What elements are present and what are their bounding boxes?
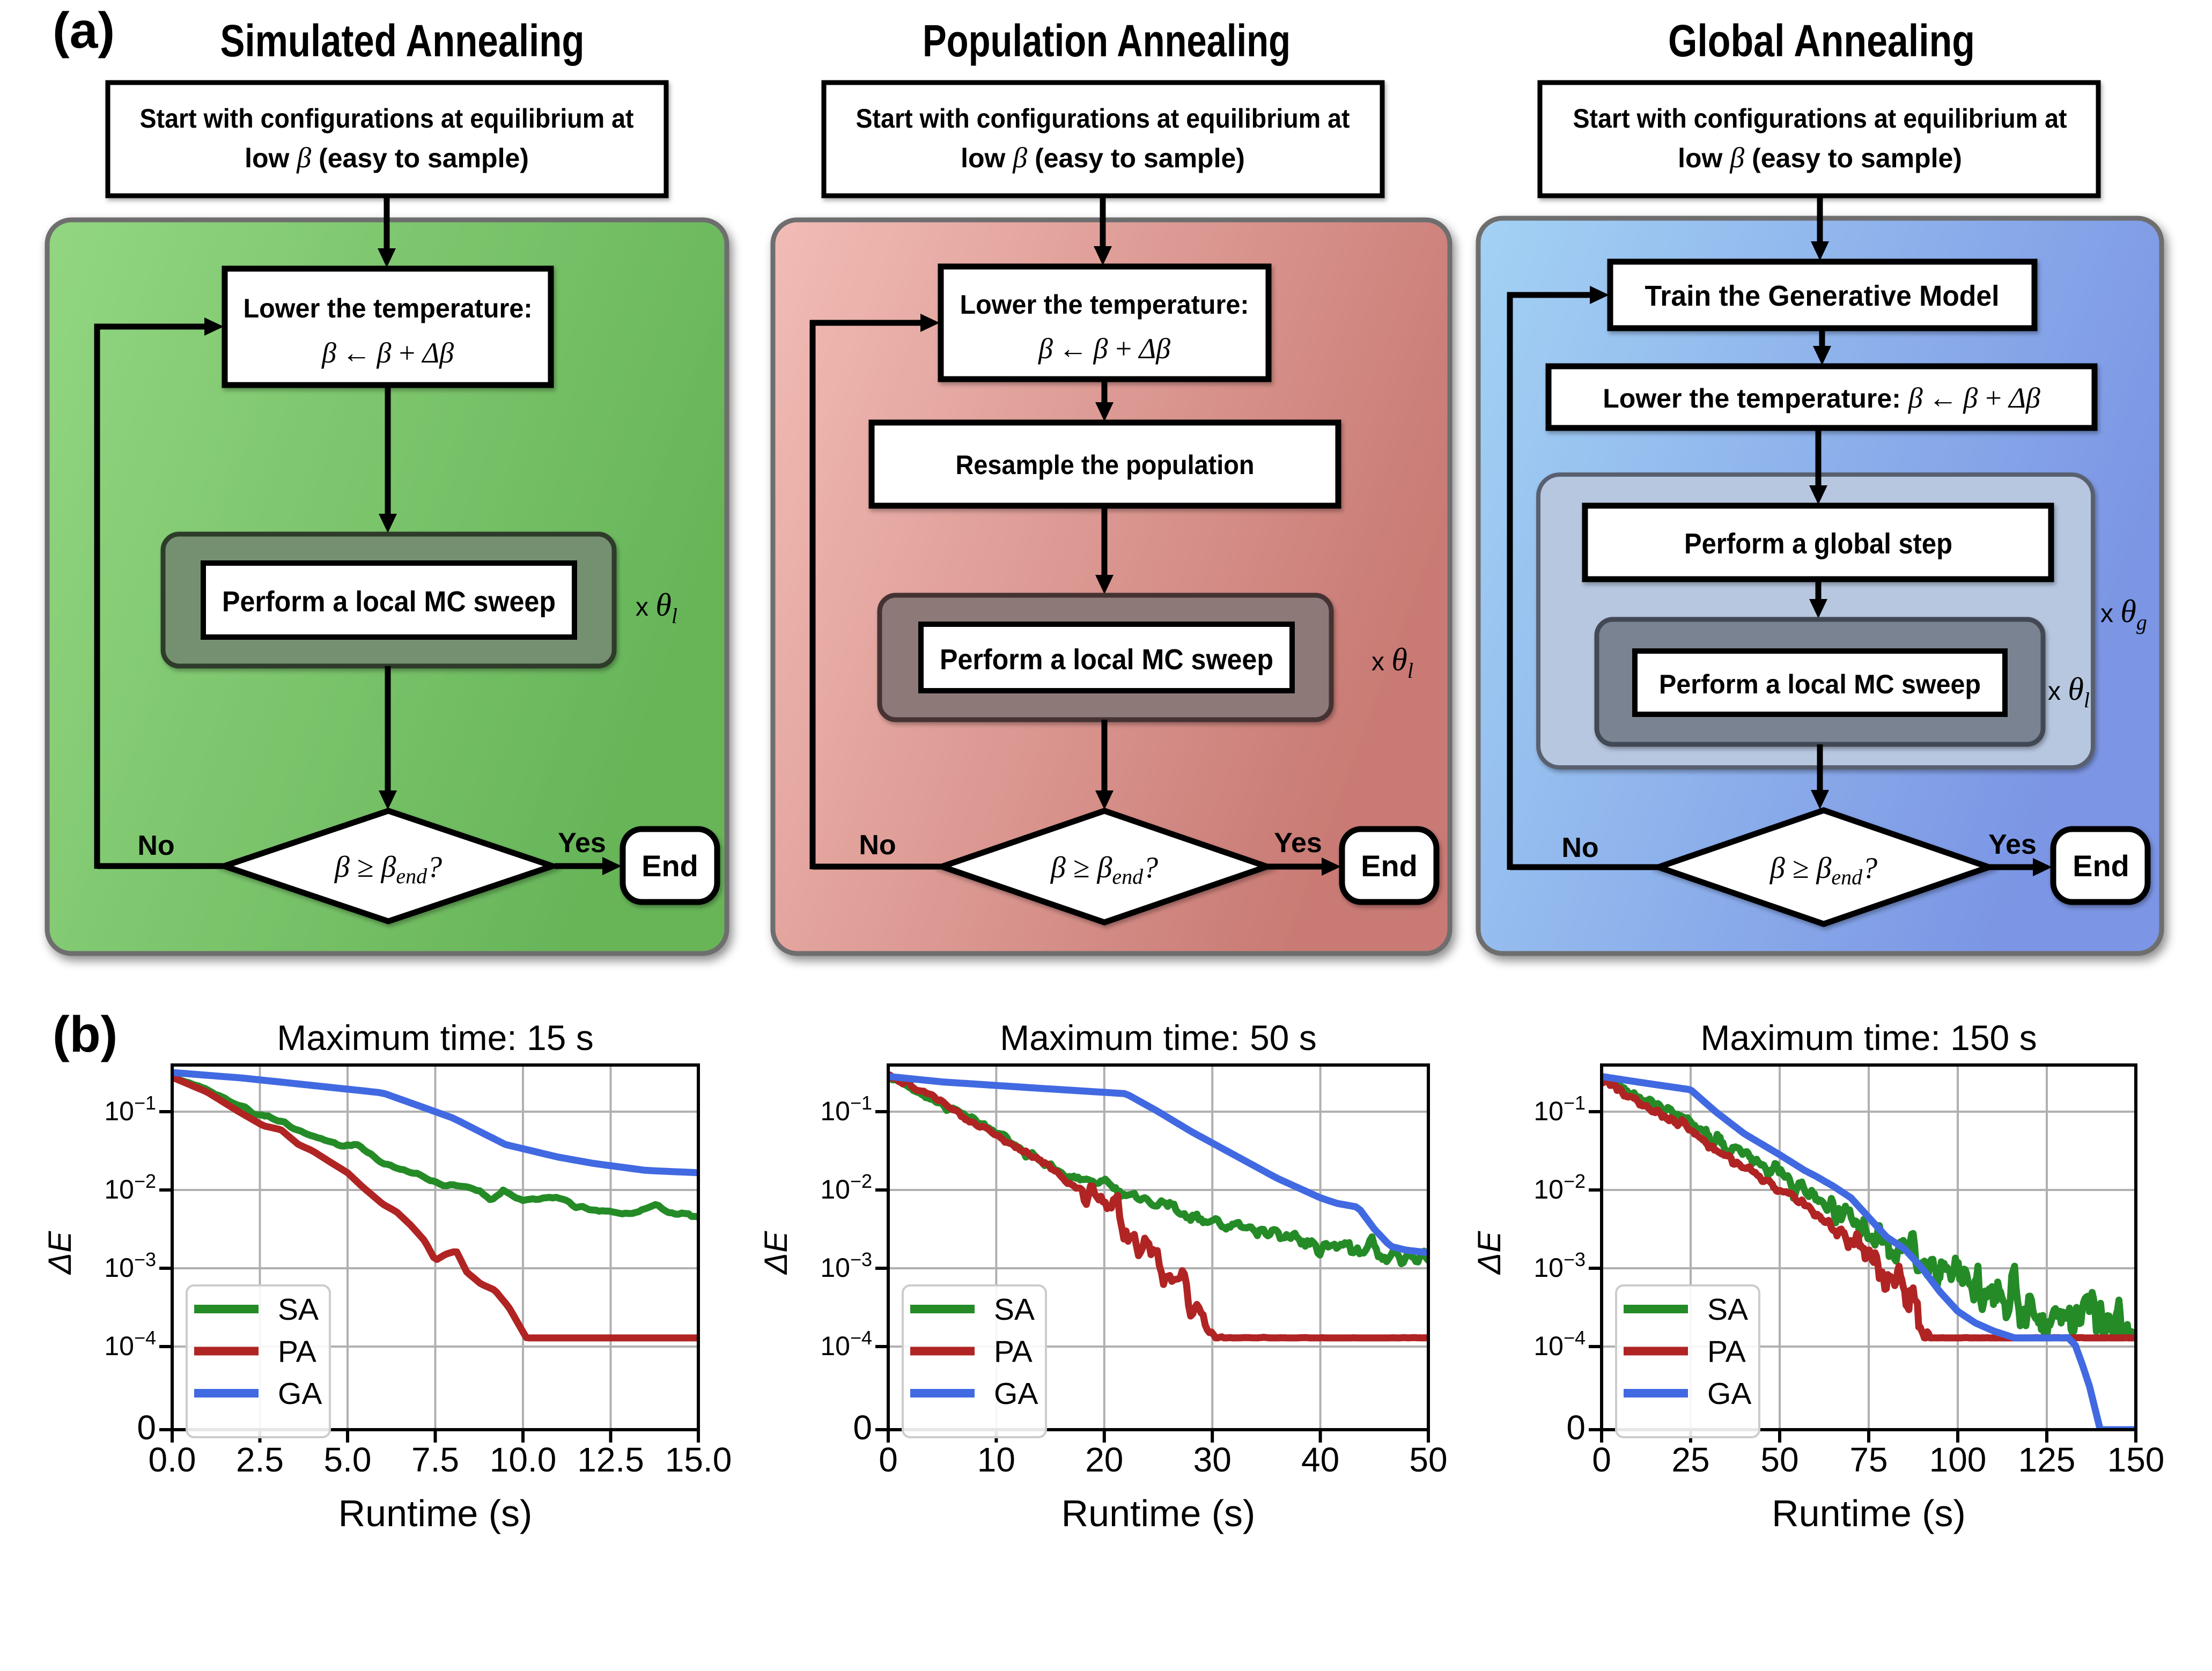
svg-text:Population Annealing: Population Annealing — [923, 16, 1291, 66]
svg-text:Lower the temperature:: Lower the temperature: — [244, 293, 533, 323]
svg-text:Runtime (s): Runtime (s) — [338, 1492, 533, 1534]
svg-text:0: 0 — [137, 1408, 156, 1447]
svg-text:Yes: Yes — [1988, 829, 2037, 860]
svg-text:No: No — [859, 830, 896, 861]
svg-text:30: 30 — [1193, 1440, 1232, 1479]
svg-text:ΔE: ΔE — [42, 1231, 78, 1275]
svg-text:5.0: 5.0 — [324, 1440, 372, 1479]
svg-text:50: 50 — [1760, 1440, 1798, 1479]
svg-text:10−3: 10−3 — [104, 1248, 156, 1283]
svg-text:ΔE: ΔE — [1471, 1231, 1507, 1275]
svg-text:low β (easy to sample): low β (easy to sample) — [961, 142, 1245, 174]
svg-text:10: 10 — [977, 1440, 1015, 1479]
svg-text:7.5: 7.5 — [411, 1440, 459, 1479]
svg-text:Lower the temperature:: Lower the temperature: — [960, 290, 1249, 320]
svg-text:x θl: x θl — [636, 587, 677, 628]
svg-text:Perform a local MC sweep: Perform a local MC sweep — [1659, 669, 1981, 699]
svg-text:Maximum time: 50 s: Maximum time: 50 s — [1000, 1018, 1316, 1058]
svg-text:SA: SA — [1707, 1292, 1748, 1327]
svg-text:Lower the temperature: β ← β +: Lower the temperature: β ← β + Δβ — [1603, 382, 2040, 414]
svg-text:Runtime (s): Runtime (s) — [1061, 1492, 1256, 1534]
svg-text:low β (easy to sample): low β (easy to sample) — [245, 142, 529, 174]
svg-text:125: 125 — [2018, 1440, 2076, 1479]
svg-text:Maximum time: 150 s: Maximum time: 150 s — [1700, 1018, 2037, 1058]
svg-text:10−2: 10−2 — [820, 1170, 872, 1204]
svg-text:ΔE: ΔE — [758, 1231, 794, 1275]
svg-text:GA: GA — [278, 1377, 322, 1411]
svg-text:β ← β + Δβ: β ← β + Δβ — [1038, 332, 1170, 365]
svg-text:PA: PA — [278, 1335, 316, 1369]
svg-text:Start with configurations at e: Start with configurations at equilibrium… — [140, 103, 634, 134]
svg-text:GA: GA — [994, 1377, 1038, 1411]
svg-text:0.0: 0.0 — [149, 1440, 196, 1479]
svg-text:Global Annealing: Global Annealing — [1668, 16, 1975, 66]
svg-text:PA: PA — [994, 1335, 1033, 1369]
svg-text:Maximum time: 15 s: Maximum time: 15 s — [277, 1018, 593, 1058]
svg-text:Start with configurations at e: Start with configurations at equilibrium… — [856, 103, 1350, 134]
svg-text:SA: SA — [994, 1292, 1035, 1327]
svg-text:Runtime (s): Runtime (s) — [1772, 1492, 1966, 1534]
svg-text:Perform a global step: Perform a global step — [1684, 528, 1952, 560]
svg-text:No: No — [1561, 832, 1598, 863]
svg-text:(a): (a) — [53, 2, 115, 59]
svg-text:End: End — [1361, 849, 1418, 883]
svg-text:0: 0 — [853, 1408, 872, 1447]
svg-text:Yes: Yes — [558, 827, 606, 859]
svg-text:Train the Generative Model: Train the Generative Model — [1645, 280, 2000, 312]
svg-text:Perform a local MC sweep: Perform a local MC sweep — [222, 586, 556, 618]
svg-text:No: No — [137, 830, 174, 861]
svg-text:75: 75 — [1849, 1440, 1887, 1479]
svg-text:Perform a local MC sweep: Perform a local MC sweep — [940, 644, 1273, 676]
svg-text:End: End — [2073, 849, 2129, 883]
svg-text:10−1: 10−1 — [1533, 1092, 1586, 1126]
svg-text:100: 100 — [1929, 1440, 1987, 1479]
svg-text:β ← β + Δβ: β ← β + Δβ — [321, 337, 454, 369]
svg-text:50: 50 — [1409, 1440, 1447, 1479]
svg-text:GA: GA — [1707, 1377, 1751, 1411]
svg-text:SA: SA — [278, 1292, 319, 1327]
svg-text:0: 0 — [879, 1440, 898, 1479]
svg-text:x θl: x θl — [2048, 671, 2090, 712]
svg-text:0: 0 — [1592, 1440, 1611, 1479]
svg-text:25: 25 — [1671, 1440, 1709, 1479]
svg-text:40: 40 — [1301, 1440, 1339, 1479]
svg-text:10.0: 10.0 — [490, 1440, 557, 1479]
svg-text:2.5: 2.5 — [236, 1440, 284, 1479]
svg-text:0: 0 — [1566, 1408, 1586, 1447]
svg-text:150: 150 — [2107, 1440, 2165, 1479]
svg-text:PA: PA — [1707, 1335, 1746, 1369]
svg-text:Simulated Annealing: Simulated Annealing — [220, 16, 585, 66]
svg-text:10−2: 10−2 — [1533, 1170, 1586, 1204]
svg-text:15.0: 15.0 — [665, 1440, 732, 1479]
svg-text:Resample the population: Resample the population — [956, 450, 1255, 480]
svg-text:10−4: 10−4 — [1533, 1327, 1586, 1361]
svg-text:Yes: Yes — [1274, 827, 1322, 859]
svg-text:x θl: x θl — [1372, 642, 1413, 683]
svg-text:Start with configurations at e: Start with configurations at equilibrium… — [1573, 103, 2067, 134]
svg-text:20: 20 — [1085, 1440, 1123, 1479]
svg-text:(b): (b) — [53, 1006, 117, 1063]
svg-text:End: End — [642, 849, 698, 883]
svg-text:12.5: 12.5 — [577, 1440, 644, 1479]
svg-text:low β (easy to sample): low β (easy to sample) — [1678, 142, 1962, 174]
